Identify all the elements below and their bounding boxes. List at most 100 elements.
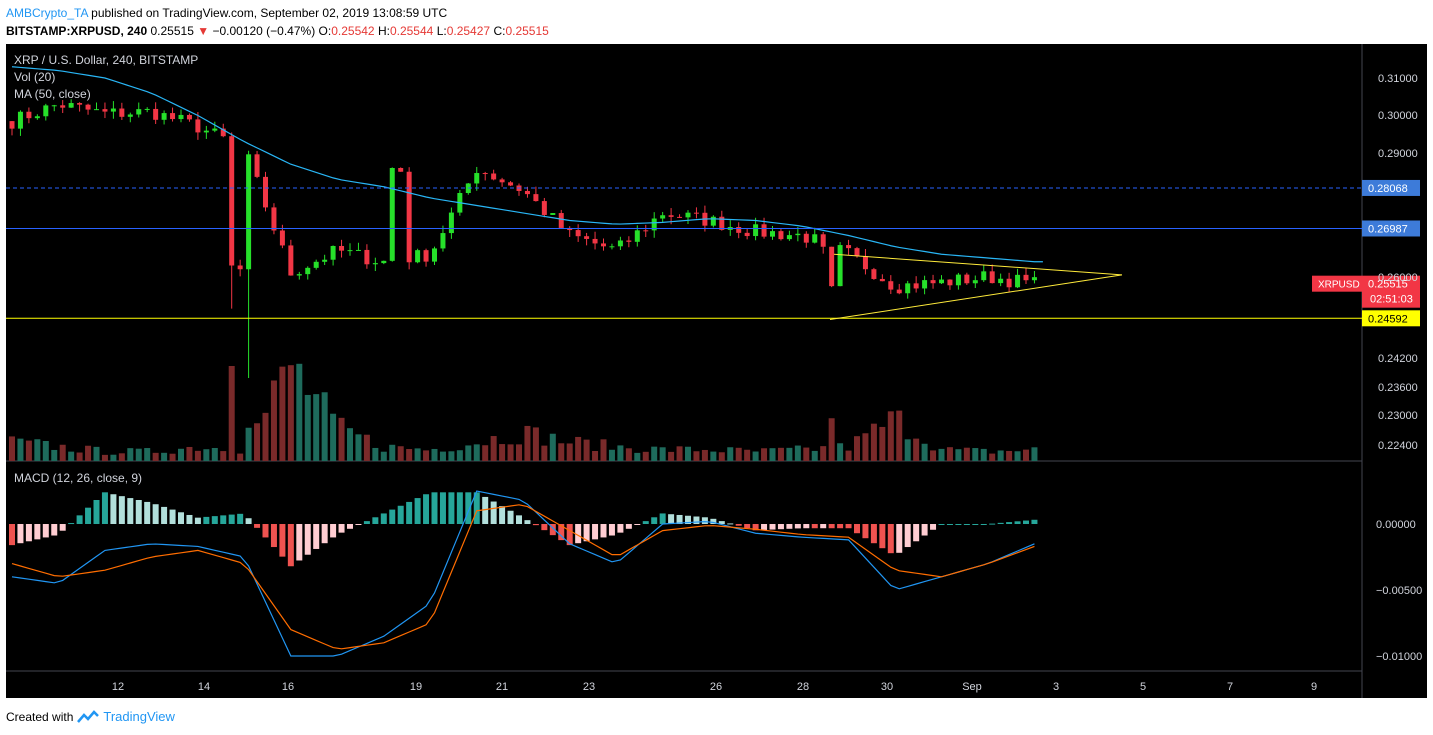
volume-bar [389, 444, 396, 461]
volume-bar [338, 417, 345, 461]
candle-body [550, 213, 556, 215]
candle-body [34, 116, 40, 119]
high-value: 0.25544 [389, 24, 434, 38]
volume-bar [541, 445, 548, 461]
volume-bar [245, 427, 252, 461]
macd-histogram-bar [254, 524, 261, 528]
candle-body [212, 128, 218, 131]
volume-bar [777, 447, 784, 461]
macd-histogram-bar [101, 492, 108, 524]
open-value: 0.25542 [331, 24, 375, 38]
macd-histogram-bar [17, 524, 24, 544]
triangle-lower [829, 274, 1123, 320]
volume-bar [558, 443, 565, 461]
author-link[interactable]: AMBCrypto_TA [6, 6, 88, 20]
volume-bar [896, 410, 903, 461]
volume-bar [718, 452, 725, 461]
chart-svg[interactable]: 0.28068 0.26987 0.24592 XRPUSD 0.25515 02:51:… [6, 44, 1427, 698]
price-tick-label: 0.31000 [1378, 73, 1418, 85]
macd-histogram-bar [59, 524, 66, 531]
price-tag-countdown: 02:51:03 [1370, 294, 1413, 306]
macd-histogram-bar [296, 524, 303, 561]
candle-body [313, 261, 319, 268]
macd-histogram-bar [76, 515, 83, 524]
candle-body [854, 248, 860, 257]
macd-histogram-bar [583, 524, 590, 542]
close-value: 0.25515 [505, 24, 549, 38]
candle-body [203, 130, 209, 133]
volume-bar [820, 446, 827, 461]
volume-bar [1006, 450, 1013, 461]
candle-body [533, 194, 539, 202]
macd-histogram-bar [811, 524, 818, 529]
time-tick-label: 14 [198, 681, 210, 693]
macd-histogram-bar [651, 517, 658, 524]
overlays: 0.28068 0.26987 0.24592 XRPUSD 0.25515 02:51:… [6, 66, 1420, 327]
volume-bar [59, 444, 66, 461]
low-value: 0.25427 [446, 24, 491, 38]
candle-body [719, 216, 725, 230]
level-tag [1362, 310, 1420, 327]
candle-body [482, 173, 488, 175]
volume-bar [287, 365, 294, 461]
volume-bar [879, 426, 886, 461]
volume-bar [913, 438, 920, 461]
macd-tick-label: −0.01000 [1376, 651, 1422, 663]
volume-bar [406, 449, 413, 461]
symbol-label: BITSTAMP:XRPUSD, 240 [6, 24, 148, 38]
volume-bar [161, 452, 168, 461]
macd-histogram-bar [499, 506, 506, 524]
candle-body [955, 274, 961, 286]
volume-bar [837, 443, 844, 461]
candle-body [998, 278, 1004, 284]
volume-bar [955, 449, 962, 461]
time-tick-label: 7 [1227, 681, 1233, 693]
candle-body [372, 263, 378, 265]
created-with: Created with [6, 709, 74, 724]
volume-bar [431, 448, 438, 461]
macd-histogram-bar [245, 518, 252, 524]
candle-body [305, 267, 311, 275]
macd-histogram-bar [25, 524, 32, 542]
macd-histogram-bar [313, 524, 320, 549]
volume-bar [482, 445, 489, 461]
candle-body [26, 111, 32, 119]
macd-histogram-bar [532, 524, 539, 526]
candle-body [541, 201, 547, 215]
volume-legend: Vol (20) [14, 70, 55, 84]
volume-bar [178, 448, 184, 461]
volume-bar [930, 450, 937, 461]
macd-histogram-bar [963, 524, 970, 525]
volume-bar [279, 366, 286, 461]
candle-body [575, 230, 581, 237]
low-label: L: [436, 24, 447, 38]
macd-histogram-bar [237, 513, 244, 524]
candle-body [263, 176, 268, 208]
volume-bar [439, 451, 446, 461]
macd-histogram-bar [397, 505, 404, 524]
volume-bar [946, 447, 953, 461]
macd-histogram-bar [85, 507, 92, 524]
candle-body [85, 104, 91, 110]
symbol-tag-label: XRPUSD [1318, 280, 1360, 291]
macd-histogram-bar [938, 524, 945, 525]
volume-bar [237, 453, 244, 461]
volume-bar [34, 439, 41, 461]
macd-histogram-bar [668, 514, 675, 524]
macd-histogram-bar [625, 524, 632, 529]
macd-histogram-bar [1031, 519, 1038, 524]
tradingview-brand[interactable]: TradingView [103, 709, 175, 724]
candle-body [947, 279, 953, 286]
candle-body [820, 234, 826, 247]
candle-body [77, 103, 83, 105]
macd-histogram-bar [980, 524, 987, 525]
volume-bar [507, 444, 514, 461]
candle-body [981, 271, 987, 281]
tradingview-logo-icon [77, 709, 100, 723]
volume-bar [634, 452, 641, 461]
volume-bar [68, 451, 75, 461]
volume-bar [270, 380, 277, 461]
volume-bar [25, 440, 32, 461]
chart-area[interactable]: 0.28068 0.26987 0.24592 XRPUSD 0.25515 02:51:… [6, 44, 1427, 698]
macd-histogram-bar [135, 500, 142, 524]
